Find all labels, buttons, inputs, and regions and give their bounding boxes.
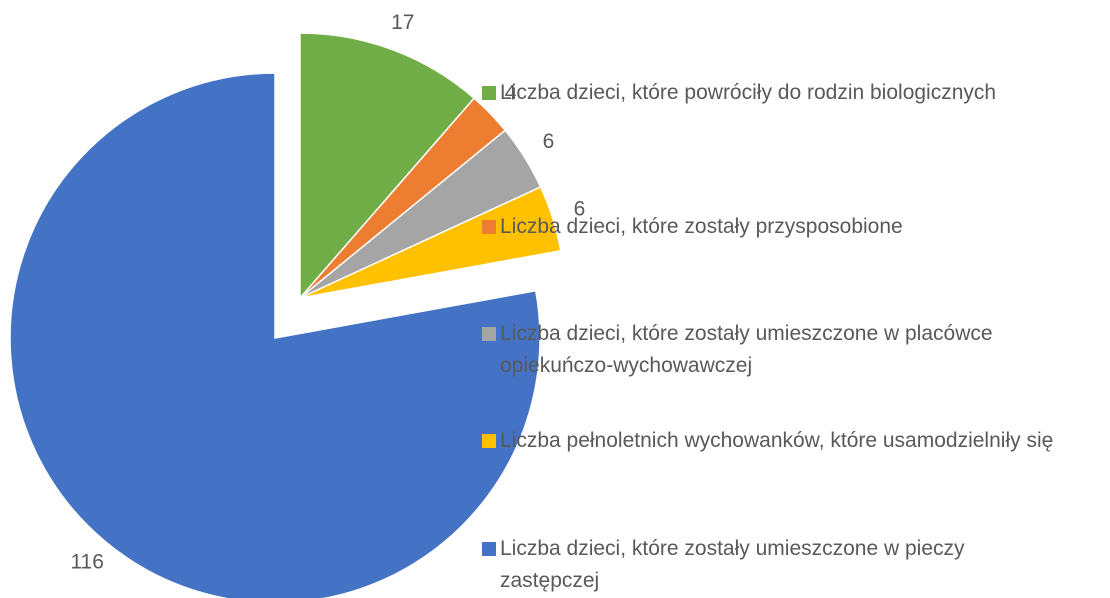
- legend-label: Liczba dzieci, które powróciły do rodzin…: [500, 81, 997, 104]
- legend-swatch: [482, 220, 496, 234]
- legend-label: Liczba dzieci, które zostały umieszczone…: [500, 322, 993, 377]
- pie-slice: [9, 72, 541, 598]
- legend-item: Liczba dzieci, które zostały przysposobi…: [482, 211, 1060, 243]
- legend-label: Liczba pełnoletnich wychowanków, które u…: [500, 429, 1054, 452]
- legend-label: Liczba dzieci, które zostały umieszczone…: [500, 537, 965, 592]
- legend-swatch: [482, 434, 496, 448]
- data-label: 4: [505, 82, 517, 105]
- legend-swatch: [482, 86, 496, 100]
- data-label: 6: [574, 197, 586, 220]
- pie-slice: [299, 32, 476, 301]
- legend-item: Liczba dzieci, które powróciły do rodzin…: [482, 77, 1060, 109]
- pie-slice: [299, 185, 562, 299]
- data-label: 116: [70, 550, 103, 573]
- data-label: 17: [391, 11, 414, 34]
- legend-item: Liczba dzieci, które zostały umieszczone…: [482, 318, 1060, 382]
- legend-swatch: [482, 327, 496, 341]
- legend-item: Liczba dzieci, które zostały umieszczone…: [482, 533, 1060, 597]
- legend-item: Liczba pełnoletnich wychowanków, które u…: [482, 425, 1060, 457]
- data-label: 6: [543, 130, 555, 153]
- legend-swatch: [482, 542, 496, 556]
- legend-label: Liczba dzieci, które zostały przysposobi…: [500, 215, 903, 238]
